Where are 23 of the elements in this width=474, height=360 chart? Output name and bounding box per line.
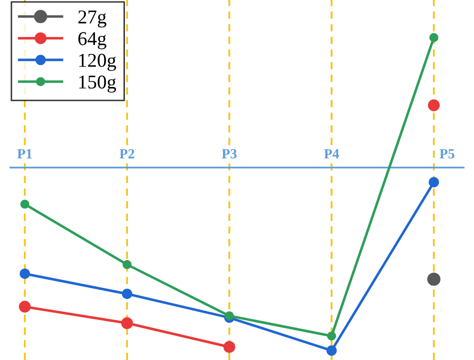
point [427,272,440,286]
x-tick-label: P2 [120,149,134,158]
point [224,311,234,320]
point [428,99,440,112]
point [121,317,133,330]
legend-label: 120g [79,54,116,71]
legend-label: 64g [78,32,106,50]
x-tick-label: P3 [222,149,237,158]
point [122,288,132,300]
point [20,268,30,279]
point [428,176,440,188]
point [429,33,438,42]
point [20,200,30,209]
point [327,331,336,340]
x-tick-label: P5 [440,149,454,158]
x-tick-label: P1 [17,149,32,158]
legend-label: 27g [78,10,106,28]
point [223,341,236,353]
x-tick-label: P4 [324,149,340,158]
point [326,345,337,356]
legend-label: 150g [79,75,116,93]
point [18,300,31,313]
point [122,260,132,270]
